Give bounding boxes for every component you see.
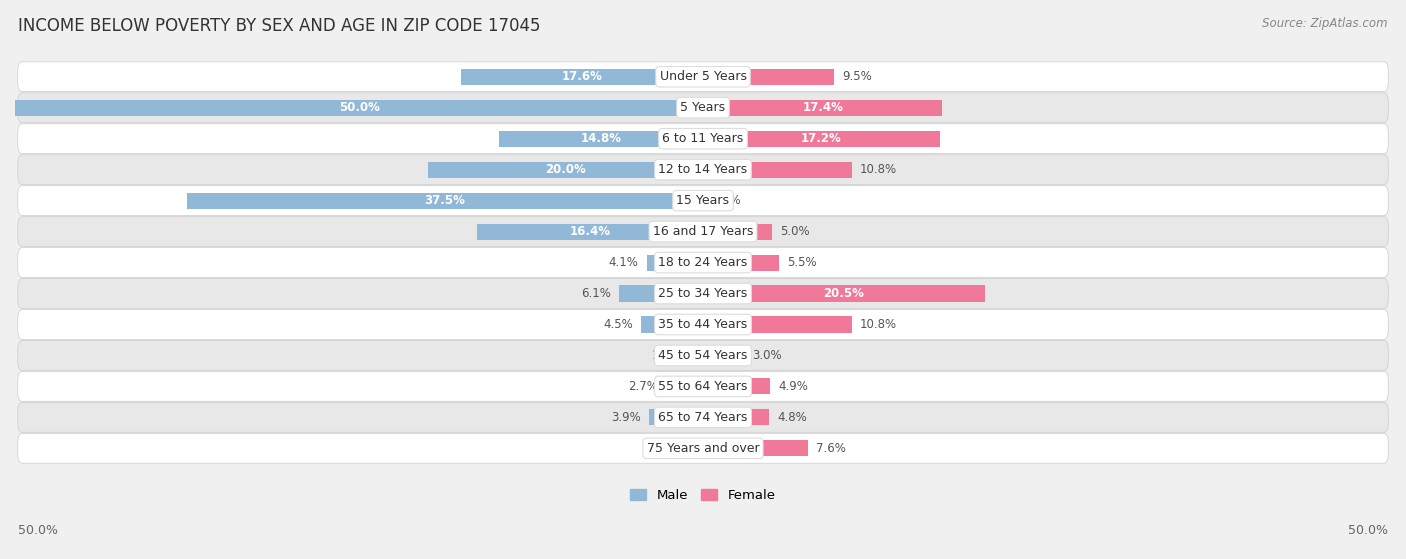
Text: Under 5 Years: Under 5 Years: [659, 70, 747, 83]
Text: 10.8%: 10.8%: [860, 318, 897, 331]
Text: 37.5%: 37.5%: [425, 194, 465, 207]
Text: 12 to 14 Years: 12 to 14 Years: [658, 163, 748, 176]
FancyBboxPatch shape: [18, 402, 1388, 432]
Bar: [703, 409, 769, 425]
FancyBboxPatch shape: [18, 155, 1388, 184]
Text: 5.0%: 5.0%: [780, 225, 810, 238]
Text: 4.8%: 4.8%: [778, 411, 807, 424]
Text: 0.0%: 0.0%: [711, 194, 741, 207]
FancyBboxPatch shape: [18, 62, 1388, 92]
Bar: [647, 254, 703, 271]
Bar: [187, 192, 703, 209]
Text: 45 to 54 Years: 45 to 54 Years: [658, 349, 748, 362]
Text: 5.5%: 5.5%: [787, 256, 817, 269]
FancyBboxPatch shape: [18, 217, 1388, 247]
Text: 16 and 17 Years: 16 and 17 Years: [652, 225, 754, 238]
Bar: [703, 378, 770, 395]
Bar: [703, 347, 744, 363]
Bar: [703, 316, 852, 333]
Text: 7.6%: 7.6%: [815, 442, 845, 455]
Text: 17.6%: 17.6%: [561, 70, 602, 83]
Bar: [703, 131, 939, 147]
Bar: [703, 224, 772, 240]
Text: 4.9%: 4.9%: [779, 380, 808, 393]
Text: 18 to 24 Years: 18 to 24 Years: [658, 256, 748, 269]
Text: 16.4%: 16.4%: [569, 225, 610, 238]
Text: 14.8%: 14.8%: [581, 132, 621, 145]
Bar: [619, 286, 703, 302]
Text: 75 Years and over: 75 Years and over: [647, 442, 759, 455]
Text: 17.2%: 17.2%: [801, 132, 842, 145]
Text: 10.8%: 10.8%: [860, 163, 897, 176]
Bar: [641, 316, 703, 333]
Text: 3.9%: 3.9%: [612, 411, 641, 424]
Text: 50.0%: 50.0%: [18, 524, 58, 537]
Text: 20.0%: 20.0%: [546, 163, 586, 176]
Text: 6.1%: 6.1%: [581, 287, 610, 300]
Bar: [15, 100, 703, 116]
Bar: [703, 254, 779, 271]
FancyBboxPatch shape: [18, 310, 1388, 339]
FancyBboxPatch shape: [18, 340, 1388, 370]
FancyBboxPatch shape: [18, 434, 1388, 463]
FancyBboxPatch shape: [18, 372, 1388, 401]
FancyBboxPatch shape: [18, 93, 1388, 122]
Text: 1.0%: 1.0%: [651, 349, 681, 362]
Text: 50.0%: 50.0%: [1348, 524, 1388, 537]
FancyBboxPatch shape: [18, 279, 1388, 309]
Text: Source: ZipAtlas.com: Source: ZipAtlas.com: [1263, 17, 1388, 30]
Text: 50.0%: 50.0%: [339, 101, 380, 114]
Bar: [703, 100, 942, 116]
FancyBboxPatch shape: [18, 248, 1388, 277]
Text: 35 to 44 Years: 35 to 44 Years: [658, 318, 748, 331]
Text: 20.5%: 20.5%: [824, 287, 865, 300]
Bar: [666, 378, 703, 395]
Text: 25 to 34 Years: 25 to 34 Years: [658, 287, 748, 300]
Bar: [650, 409, 703, 425]
Text: 9.5%: 9.5%: [842, 70, 872, 83]
Text: INCOME BELOW POVERTY BY SEX AND AGE IN ZIP CODE 17045: INCOME BELOW POVERTY BY SEX AND AGE IN Z…: [18, 17, 541, 35]
Bar: [477, 224, 703, 240]
Text: 5 Years: 5 Years: [681, 101, 725, 114]
Bar: [689, 347, 703, 363]
FancyBboxPatch shape: [18, 124, 1388, 154]
Bar: [703, 69, 834, 85]
FancyBboxPatch shape: [18, 186, 1388, 215]
Text: 6 to 11 Years: 6 to 11 Years: [662, 132, 744, 145]
Text: 15 Years: 15 Years: [676, 194, 730, 207]
Legend: Male, Female: Male, Female: [626, 484, 780, 508]
Bar: [427, 162, 703, 178]
Text: 4.5%: 4.5%: [603, 318, 633, 331]
Text: 3.0%: 3.0%: [752, 349, 782, 362]
Bar: [703, 162, 852, 178]
Text: 0.0%: 0.0%: [665, 442, 695, 455]
Bar: [499, 131, 703, 147]
Text: 2.7%: 2.7%: [627, 380, 658, 393]
Text: 65 to 74 Years: 65 to 74 Years: [658, 411, 748, 424]
Text: 17.4%: 17.4%: [803, 101, 844, 114]
Bar: [703, 286, 986, 302]
Bar: [703, 440, 807, 457]
Bar: [461, 69, 703, 85]
Text: 4.1%: 4.1%: [609, 256, 638, 269]
Text: 55 to 64 Years: 55 to 64 Years: [658, 380, 748, 393]
